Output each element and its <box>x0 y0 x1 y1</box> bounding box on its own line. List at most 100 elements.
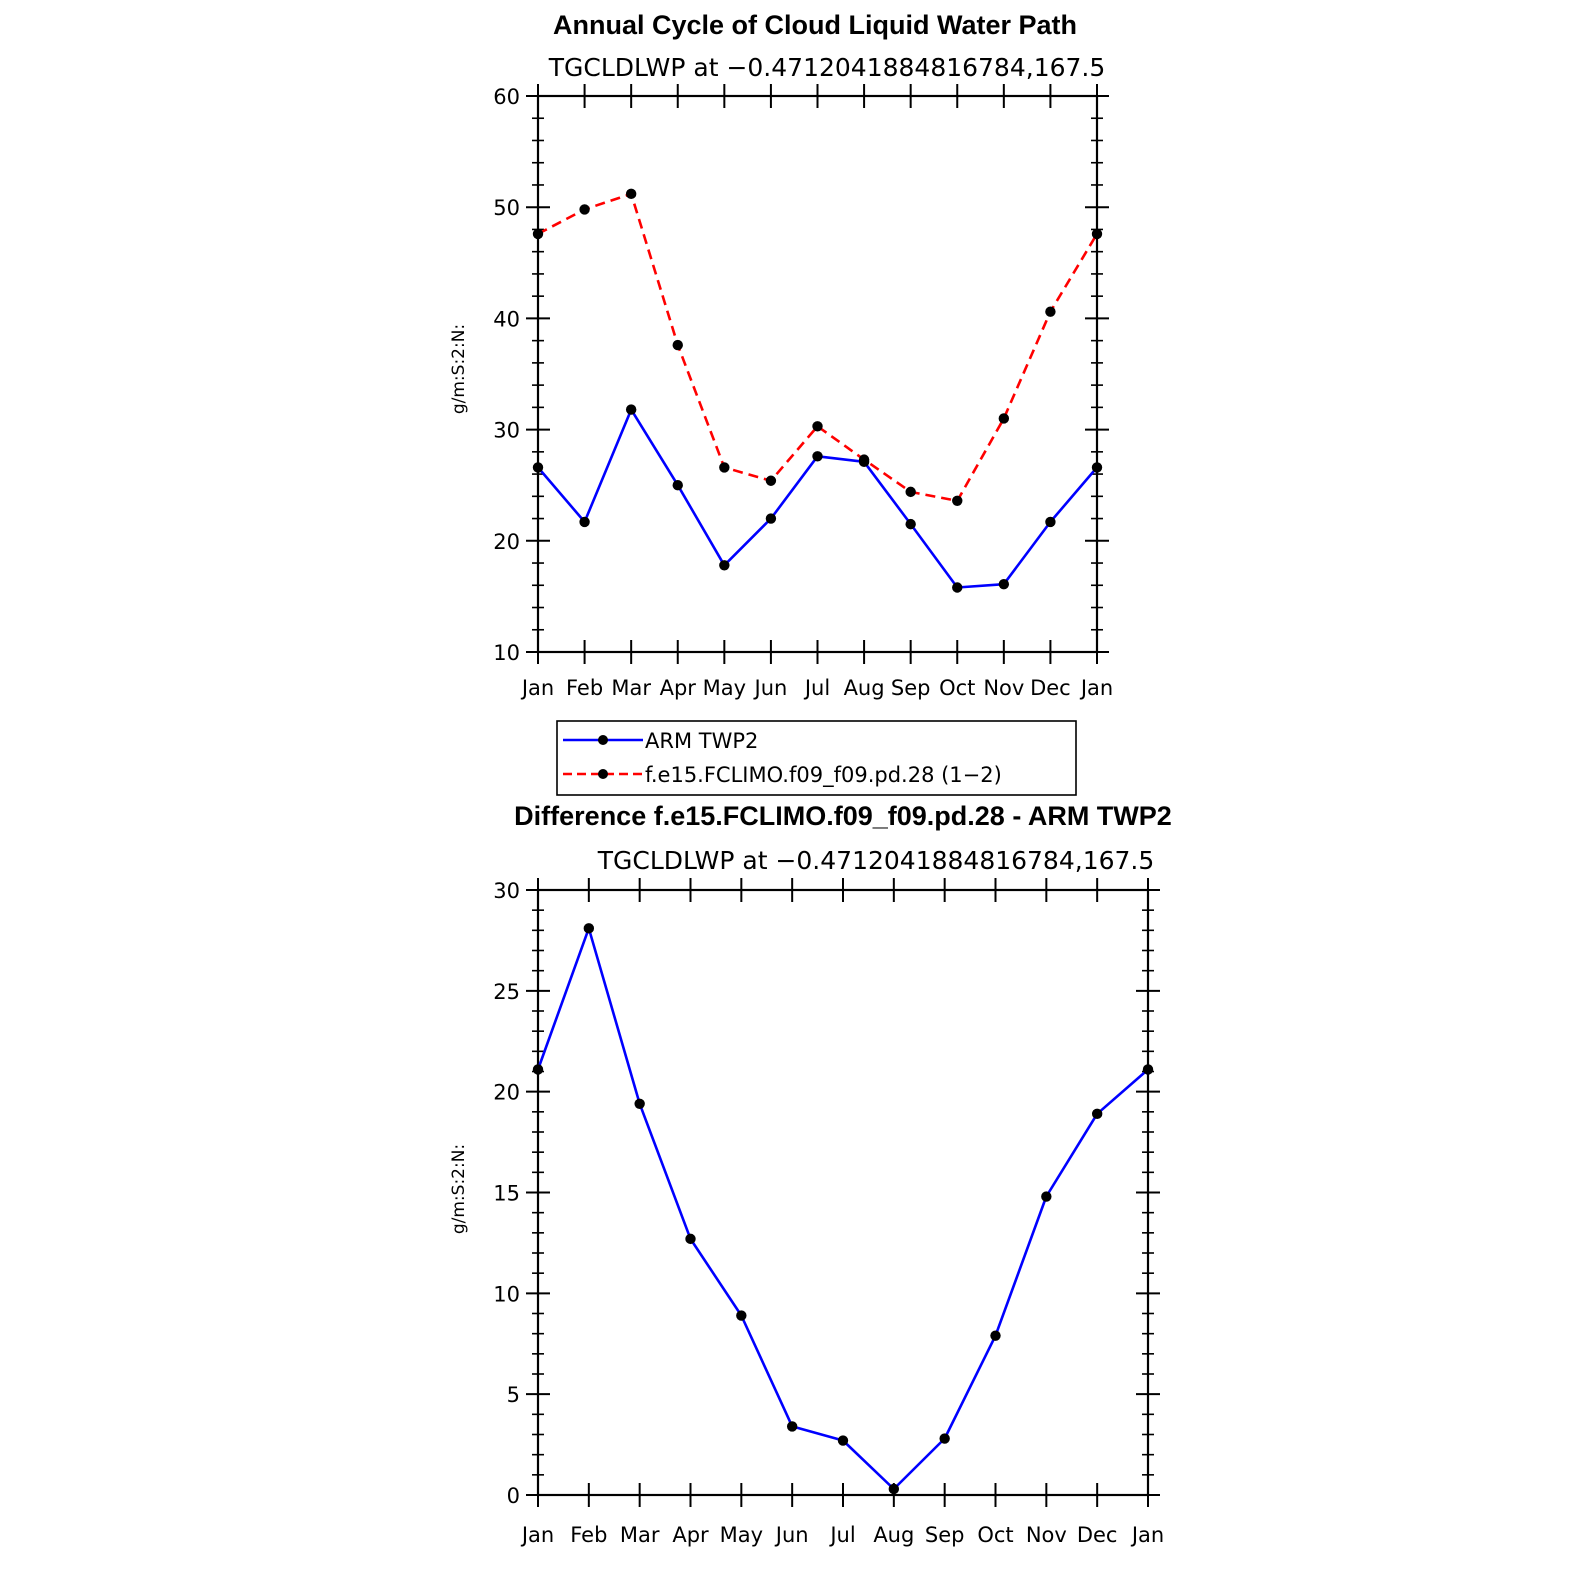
x-tick-label: Jun <box>774 1523 809 1547</box>
data-point <box>672 480 683 491</box>
x-tick-label: Nov <box>1026 1523 1067 1547</box>
x-tick-label: Jun <box>753 676 788 700</box>
x-tick-label: Apr <box>660 676 697 700</box>
data-point <box>1091 462 1103 473</box>
series-line-0 <box>536 926 1149 1491</box>
chart-subtitle: TGCLDLWP at −0.4712041884816784,167.5 <box>548 53 1106 82</box>
data-point <box>685 1233 696 1245</box>
data-point <box>837 1435 849 1446</box>
data-point <box>1041 1191 1052 1202</box>
legend-marker-arm <box>598 735 608 745</box>
data-point <box>998 578 1010 590</box>
x-tick-label: Mar <box>620 1523 660 1547</box>
data-point <box>719 462 730 473</box>
y-axis-label: g/m:S:2:N: <box>449 1144 469 1234</box>
data-point <box>765 475 777 486</box>
axes: 10 20 30 40 50 60 Jan Feb Mar Apr May Jun Jul Aug Sep O… <box>493 84 1113 700</box>
series-layer <box>532 923 1154 1495</box>
axes: 0 5 10 15 20 25 30 Jan Feb Mar Apr May Jun Jul Aug Sep O… <box>493 878 1164 1547</box>
x-tick-label: Sep <box>891 676 931 700</box>
y-tick-label: 50 <box>493 196 520 220</box>
x-tick-label: Oct <box>977 1523 1013 1547</box>
data-point <box>736 1310 747 1321</box>
data-point <box>812 421 823 432</box>
x-tick-label: Jan <box>1079 676 1113 700</box>
y-tick-label: 10 <box>493 641 520 665</box>
series-line-0 <box>537 408 1098 589</box>
x-tick-label: Sep <box>925 1523 965 1547</box>
y-tick-label: 40 <box>493 307 520 331</box>
x-tick-label: May <box>720 1523 763 1547</box>
x-tick-label: Jul <box>803 676 830 700</box>
data-point <box>905 518 916 530</box>
data-point <box>532 228 544 240</box>
data-point <box>532 1064 544 1075</box>
chart-title: Difference f.e15.FCLIMO.f09_f09.pd.28 - … <box>514 801 1172 831</box>
y-tick-label: 5 <box>507 1383 520 1407</box>
data-point <box>858 454 870 465</box>
legend-marker-model <box>598 769 608 779</box>
x-tick-label: Dec <box>1077 1523 1118 1547</box>
legend-label-arm: ARM TWP2 <box>645 729 758 753</box>
x-tick-label: Jan <box>1130 1523 1164 1547</box>
legend-box <box>556 720 1077 796</box>
y-axis-label: g/m:S:2:N: <box>449 324 469 414</box>
data-point <box>1091 1108 1103 1120</box>
data-point <box>765 513 777 524</box>
data-point <box>625 404 637 415</box>
y-tick-label: 30 <box>493 879 520 903</box>
data-point <box>1091 228 1103 240</box>
x-tick-label: Aug <box>844 676 885 700</box>
x-tick-label: Jan <box>520 676 554 700</box>
data-point <box>579 204 590 215</box>
y-tick-label: 25 <box>493 980 520 1004</box>
y-tick-label: 20 <box>493 530 520 554</box>
x-tick-label: Apr <box>672 1523 709 1547</box>
x-tick-label: May <box>703 676 746 700</box>
y-tick-label: 0 <box>507 1484 520 1508</box>
data-point <box>1142 1064 1154 1075</box>
data-point <box>579 516 590 528</box>
data-point <box>786 1421 798 1432</box>
data-point <box>625 188 637 200</box>
x-tick-label: Mar <box>611 676 651 700</box>
x-tick-label: Oct <box>939 676 975 700</box>
x-tick-label: Jan <box>520 1523 554 1547</box>
data-point <box>719 560 730 571</box>
data-point <box>952 582 963 593</box>
data-point <box>888 1483 900 1495</box>
data-point <box>672 339 683 351</box>
legend: ARM TWP2 f.e15.FCLIMO.f09_f09.pd.28 (1−2… <box>556 720 1077 796</box>
data-point <box>1045 306 1056 317</box>
y-tick-label: 20 <box>493 1081 520 1105</box>
y-tick-label: 10 <box>493 1282 520 1306</box>
chart-subtitle: TGCLDLWP at −0.4712041884816784,167.5 <box>597 846 1155 875</box>
data-point <box>905 486 916 498</box>
data-point <box>532 462 544 473</box>
data-point <box>1045 516 1056 528</box>
data-point <box>583 923 595 934</box>
y-tick-label: 15 <box>493 1182 520 1206</box>
y-tick-label: 60 <box>493 85 520 109</box>
chart-difference: Difference f.e15.FCLIMO.f09_f09.pd.28 - … <box>449 801 1172 1547</box>
data-point <box>634 1098 645 1109</box>
x-tick-label: Jul <box>828 1523 855 1547</box>
data-point <box>939 1433 950 1444</box>
x-tick-label: Dec <box>1030 676 1071 700</box>
plot-frame <box>536 94 1099 654</box>
x-tick-label: Feb <box>570 1523 607 1547</box>
data-point <box>990 1330 1001 1341</box>
data-point <box>998 413 1010 424</box>
y-tick-label: 30 <box>493 419 520 443</box>
legend-label-model: f.e15.FCLIMO.f09_f09.pd.28 (1−2) <box>645 763 1002 788</box>
x-tick-label: Feb <box>566 676 603 700</box>
data-point <box>812 451 823 462</box>
chart-annual-cycle: Annual Cycle of Cloud Liquid Water Path … <box>449 10 1113 700</box>
x-tick-label: Aug <box>873 1523 914 1547</box>
series-layer <box>532 188 1103 593</box>
data-point <box>952 495 963 506</box>
chart-title: Annual Cycle of Cloud Liquid Water Path <box>553 10 1077 40</box>
x-tick-label: Nov <box>983 676 1024 700</box>
plot-frame <box>536 888 1150 1497</box>
